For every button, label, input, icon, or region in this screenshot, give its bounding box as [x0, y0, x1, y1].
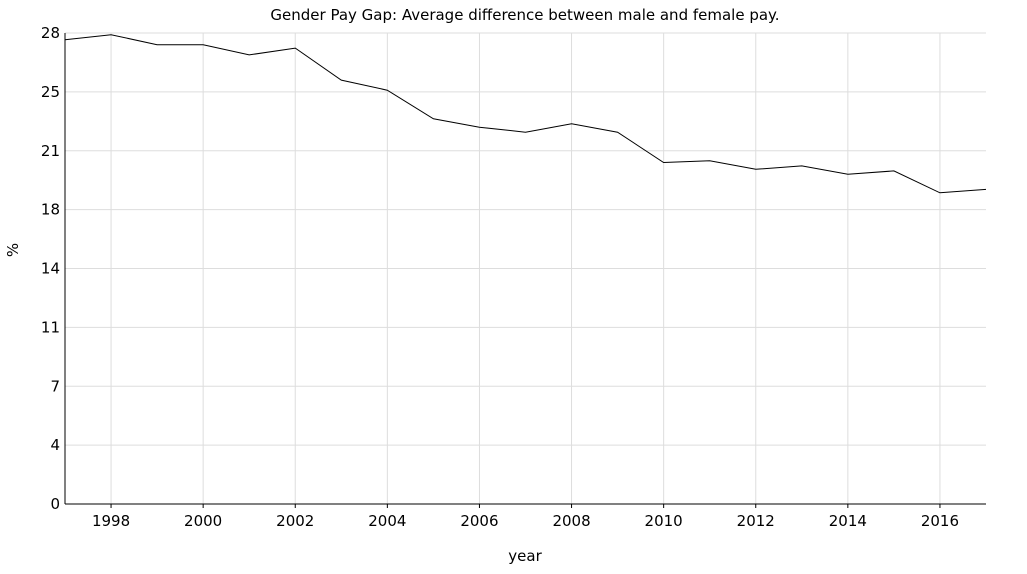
x-tick-label: 2016	[921, 512, 959, 530]
y-tick-label: 11	[41, 318, 60, 336]
grid	[65, 32, 986, 505]
y-tick-label: 7	[50, 377, 60, 395]
x-tick-label: 2006	[460, 512, 498, 530]
y-tick-labels: 0 4 7 11 14 18 21 25 28	[41, 24, 60, 513]
x-axis-title: year	[508, 547, 542, 565]
y-axis-title: %	[4, 243, 22, 257]
x-tick-label: 2000	[184, 512, 222, 530]
y-tick-label: 18	[41, 201, 60, 219]
y-tick-label: 25	[41, 83, 60, 101]
x-tick-label: 2004	[368, 512, 406, 530]
axes	[64, 33, 986, 508]
x-tick-label: 1998	[92, 512, 130, 530]
y-tick-label: 21	[41, 142, 60, 160]
x-tick-labels: 1998 2000 2002 2004 2006 2008 2010 2012 2014 2016	[92, 512, 959, 530]
y-tick-label: 0	[50, 495, 60, 513]
y-tick-label: 4	[50, 436, 60, 454]
x-tick-label: 2002	[276, 512, 314, 530]
y-tick-label: 28	[41, 24, 60, 42]
x-tick-label: 2012	[737, 512, 775, 530]
x-tick-label: 2008	[552, 512, 590, 530]
y-tick-label: 14	[41, 260, 60, 278]
series-line	[64, 34, 987, 194]
x-tick-label: 2010	[645, 512, 683, 530]
series	[64, 34, 987, 194]
chart-title: Gender Pay Gap: Average difference betwe…	[270, 6, 779, 24]
x-tick-label: 2014	[829, 512, 867, 530]
